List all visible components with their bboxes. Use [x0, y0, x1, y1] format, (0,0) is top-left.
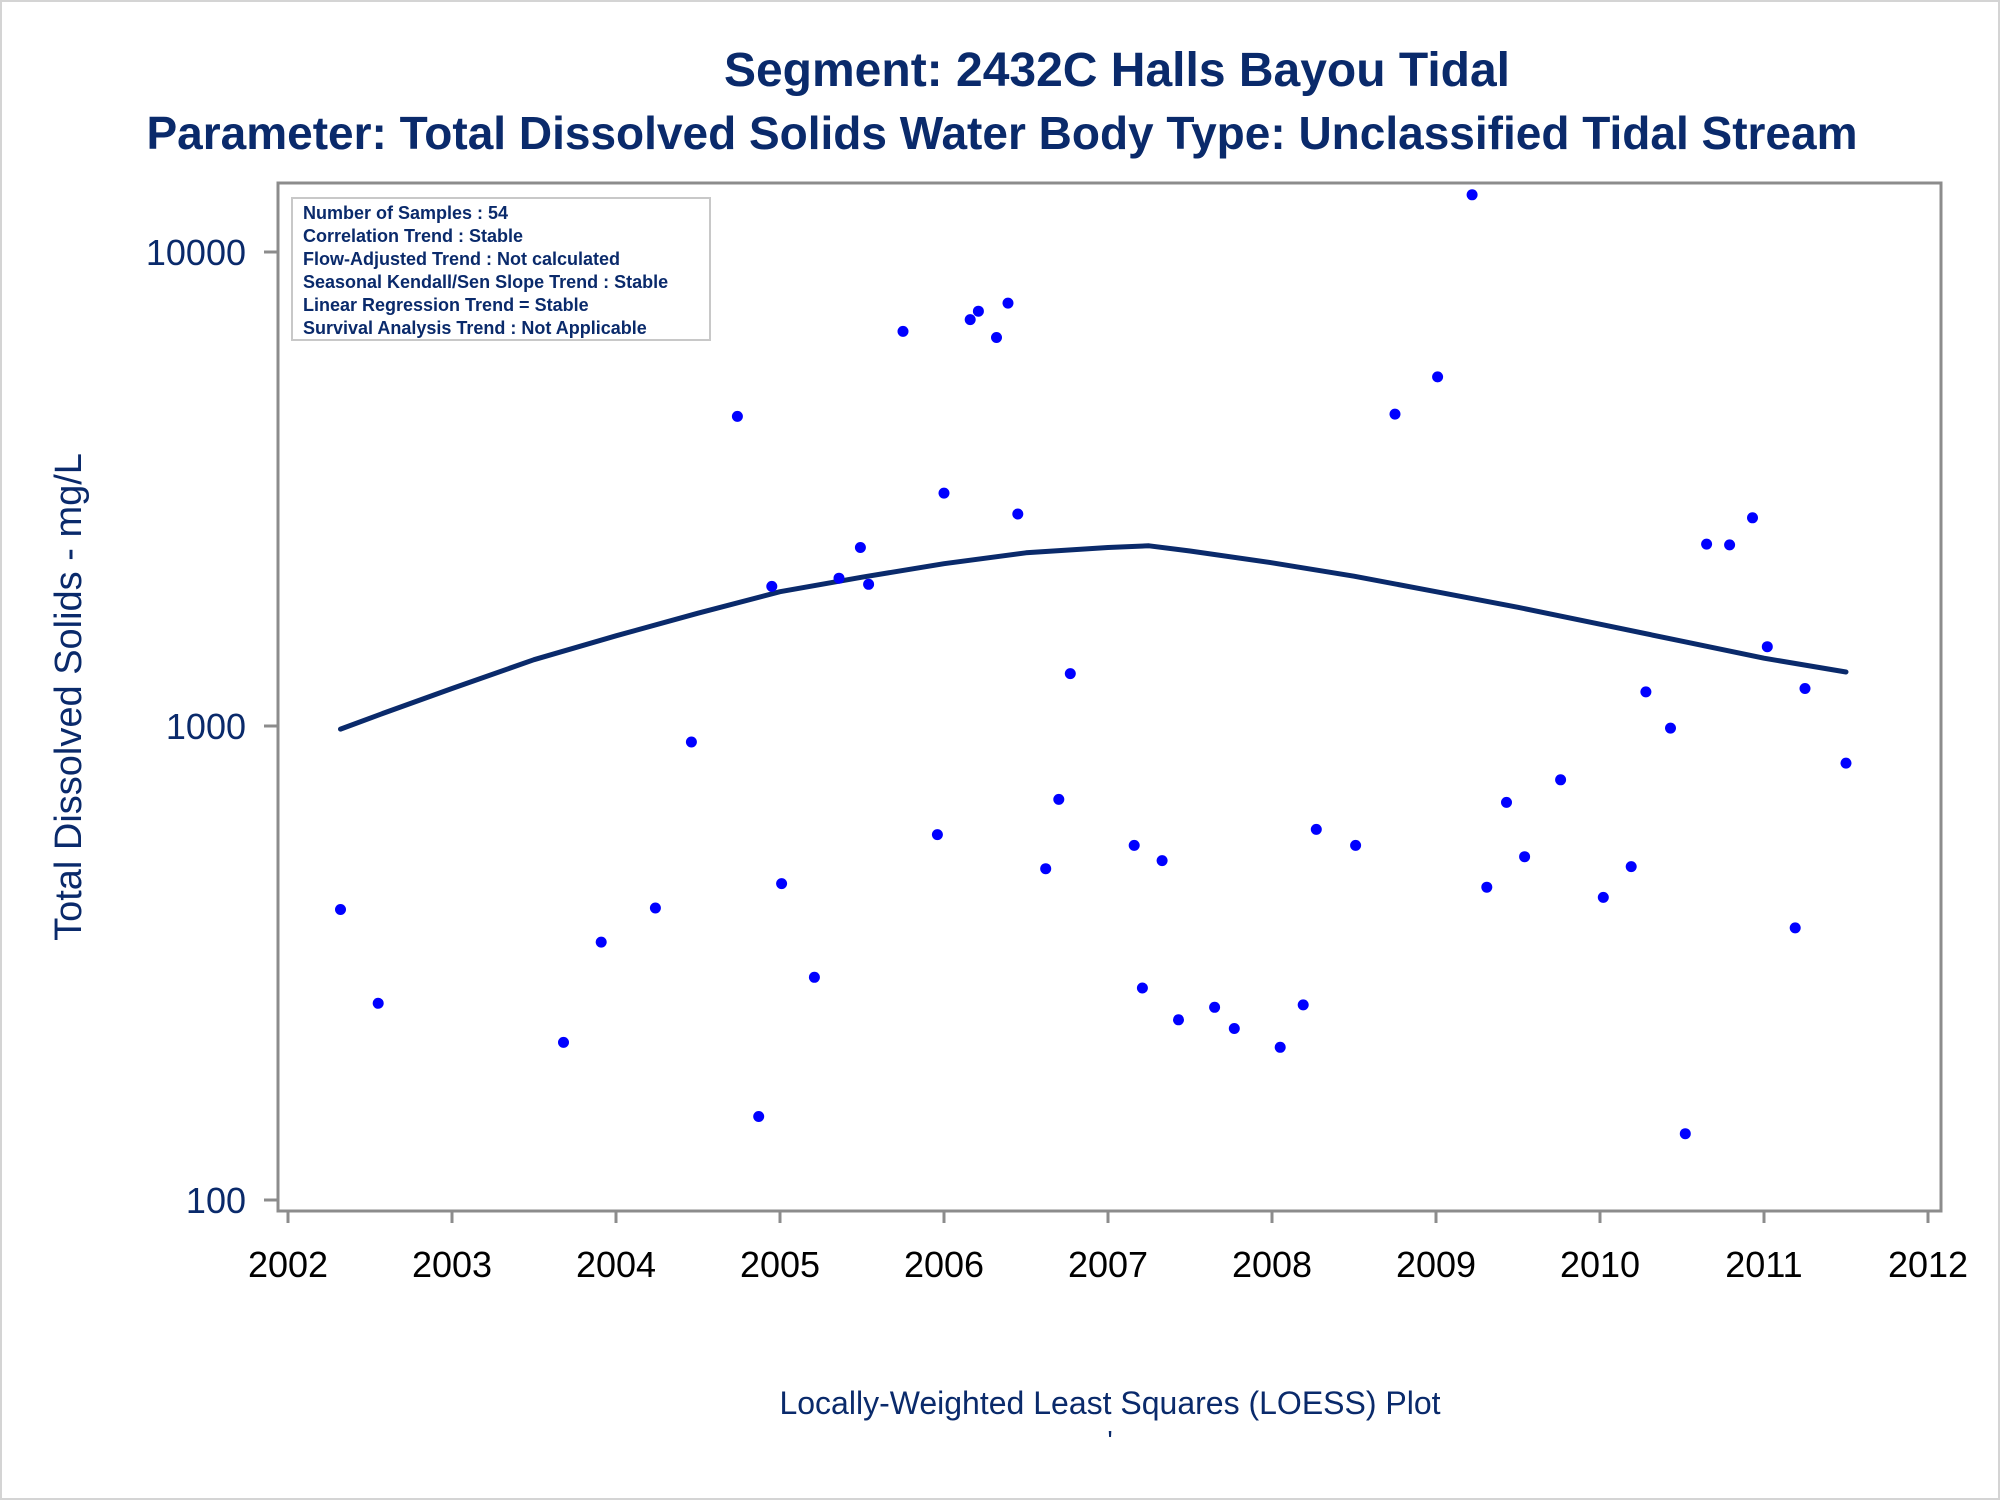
x-tick-label: 2003	[412, 1244, 492, 1285]
data-point	[1481, 881, 1493, 893]
data-point	[1597, 891, 1609, 903]
data-point	[1701, 538, 1713, 550]
data-point	[931, 829, 943, 841]
data-point	[938, 487, 950, 499]
data-point	[1761, 641, 1773, 653]
x-axis: 2002 2003 2004 2005 2006 2007 2008 2009 2010 2011…	[248, 1211, 1968, 1285]
data-point	[335, 904, 346, 915]
data-point	[1840, 757, 1852, 769]
plot-area	[276, 181, 1943, 1213]
data-point	[1228, 1023, 1240, 1034]
x-tick-label: 2010	[1560, 1244, 1640, 1285]
data-point	[1136, 982, 1148, 994]
data-point	[1002, 297, 1014, 309]
data-point	[854, 542, 866, 553]
info-line-samples: Number of Samples : 54	[303, 203, 508, 223]
data-point	[1555, 774, 1567, 786]
x-tick-label: 2002	[248, 1244, 328, 1285]
info-box: Number of Samples : 54 Correlation Trend…	[291, 197, 711, 341]
data-point	[1053, 793, 1065, 805]
data-point	[685, 736, 697, 748]
data-point	[1209, 1001, 1221, 1013]
data-point	[1665, 722, 1676, 734]
data-point	[372, 997, 384, 1009]
data-point	[1501, 796, 1512, 808]
x-tick-label: 2008	[1232, 1244, 1312, 1285]
data-point	[1640, 686, 1652, 698]
info-line-linear-regression: Linear Regression Trend = Stable	[303, 295, 589, 315]
x-tick-label: 2004	[576, 1244, 656, 1285]
data-point	[776, 878, 788, 890]
data-point	[897, 325, 909, 337]
data-point	[808, 971, 820, 983]
data-point	[731, 410, 743, 422]
data-point	[558, 1036, 569, 1048]
data-point	[863, 578, 875, 590]
data-point	[1310, 823, 1322, 835]
y-tick-label: 100	[186, 1180, 246, 1221]
data-point	[766, 580, 778, 592]
data-point	[753, 1111, 765, 1122]
x-tick-label: 2007	[1068, 1244, 1148, 1285]
data-point	[649, 902, 661, 914]
info-line-seasonal-kendall: Seasonal Kendall/Sen Slope Trend : Stabl…	[303, 272, 668, 292]
x-tick-label: 2005	[740, 1244, 820, 1285]
x-tick-label: 2006	[904, 1244, 984, 1285]
data-point	[1156, 855, 1168, 867]
data-point	[972, 305, 984, 317]
data-point	[1012, 508, 1024, 520]
data-point	[1040, 863, 1052, 875]
data-point	[1519, 851, 1531, 863]
data-point	[1625, 861, 1637, 873]
data-point	[1724, 539, 1736, 551]
data-point	[833, 572, 845, 584]
info-line-flow-adjusted: Flow-Adjusted Trend : Not calculated	[303, 249, 620, 269]
data-point	[1274, 1041, 1286, 1053]
data-point	[1128, 839, 1140, 851]
data-point	[1679, 1128, 1691, 1140]
loess-curve	[338, 543, 1849, 732]
data-point	[1789, 922, 1801, 934]
y-tick-label: 1000	[166, 706, 246, 747]
y-tick-label: 10000	[146, 232, 246, 273]
footnote-mark: '	[1107, 1425, 1112, 1456]
y-axis-label: Total Dissolved Solids - mg/L	[48, 453, 90, 941]
data-point	[1466, 189, 1478, 201]
chart-title: Segment: 2432C Halls Bayou Tidal	[724, 44, 1510, 97]
info-box-border	[291, 197, 711, 341]
x-axis-caption: Locally-Weighted Least Squares (LOESS) P…	[779, 1385, 1440, 1421]
x-tick-label: 2011	[1725, 1244, 1802, 1285]
data-point	[1350, 839, 1362, 851]
data-point	[595, 936, 607, 948]
info-line-survival-analysis: Survival Analysis Trend : Not Applicable	[303, 318, 647, 338]
data-point	[964, 314, 976, 326]
y-axis: 100 1000 10000	[146, 232, 278, 1221]
data-point	[1297, 999, 1309, 1011]
loess-series	[338, 543, 1849, 732]
data-point	[1747, 512, 1758, 524]
x-tick-label: 2012	[1888, 1244, 1968, 1285]
data-point	[1389, 408, 1401, 420]
data-point	[1799, 683, 1811, 694]
data-point	[1173, 1014, 1184, 1026]
data-point	[991, 332, 1002, 343]
x-tick-label: 2009	[1396, 1244, 1476, 1285]
data-point	[1432, 371, 1444, 383]
chart-subtitle: Parameter: Total Dissolved Solids Water …	[146, 107, 1857, 159]
data-point	[1064, 668, 1076, 680]
info-line-correlation: Correlation Trend : Stable	[303, 226, 523, 246]
sample-points	[335, 189, 1852, 1140]
